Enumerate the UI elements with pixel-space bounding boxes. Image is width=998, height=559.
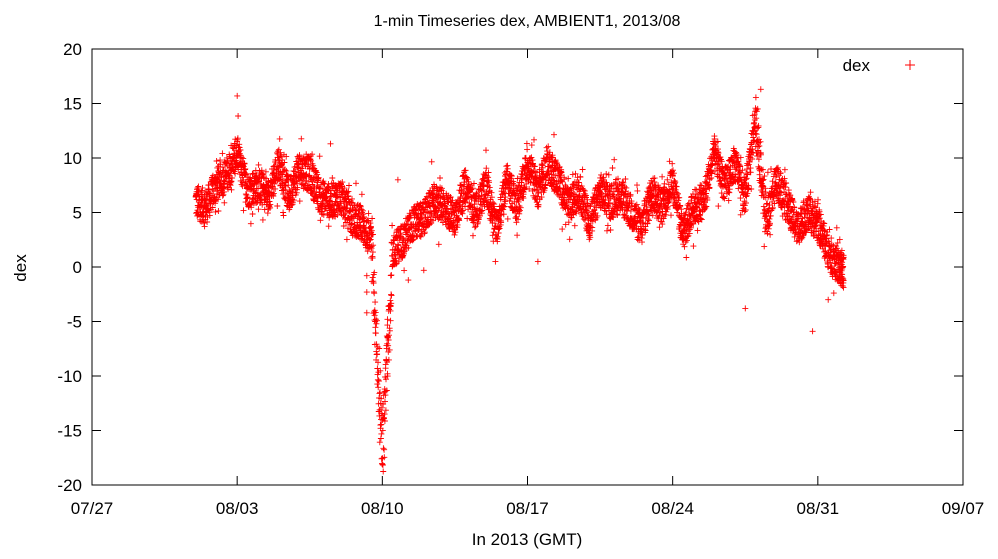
x-tick-label: 08/17 — [506, 499, 549, 518]
y-tick-label: -15 — [57, 422, 82, 441]
y-tick-label: -20 — [57, 476, 82, 495]
x-tick-label: 08/24 — [651, 499, 694, 518]
y-tick-label: 0 — [73, 258, 82, 277]
x-tick-label: 09/07 — [942, 499, 985, 518]
x-tick-label: 08/31 — [797, 499, 840, 518]
legend-plus-marker — [905, 60, 915, 70]
series-dex-points — [192, 86, 847, 475]
x-axis-label: In 2013 (GMT) — [472, 530, 583, 549]
y-tick-label: 5 — [73, 204, 82, 223]
y-tick-label: -10 — [57, 367, 82, 386]
y-tick-label: 10 — [63, 149, 82, 168]
legend: dex — [843, 56, 915, 75]
plot-area-frame — [91, 48, 964, 486]
x-tick-label: 08/10 — [361, 499, 404, 518]
y-tick-label: -5 — [67, 313, 82, 332]
data-points — [192, 86, 847, 475]
legend-label-dex: dex — [843, 56, 871, 75]
legend-marker-dex — [905, 60, 915, 70]
y-tick-label: 20 — [63, 40, 82, 59]
axis-ticks: -20 -15 -10 -5 0 5 10 15 20 07/27 08/03 08/10 08/17 0… — [57, 40, 984, 518]
x-tick-label: 07/27 — [71, 499, 114, 518]
y-tick-label: 15 — [63, 95, 82, 114]
x-tick-label: 08/03 — [216, 499, 259, 518]
y-axis-label: dex — [11, 254, 30, 282]
chart-title: 1-min Timeseries dex, AMBIENT1, 2013/08 — [374, 13, 681, 30]
